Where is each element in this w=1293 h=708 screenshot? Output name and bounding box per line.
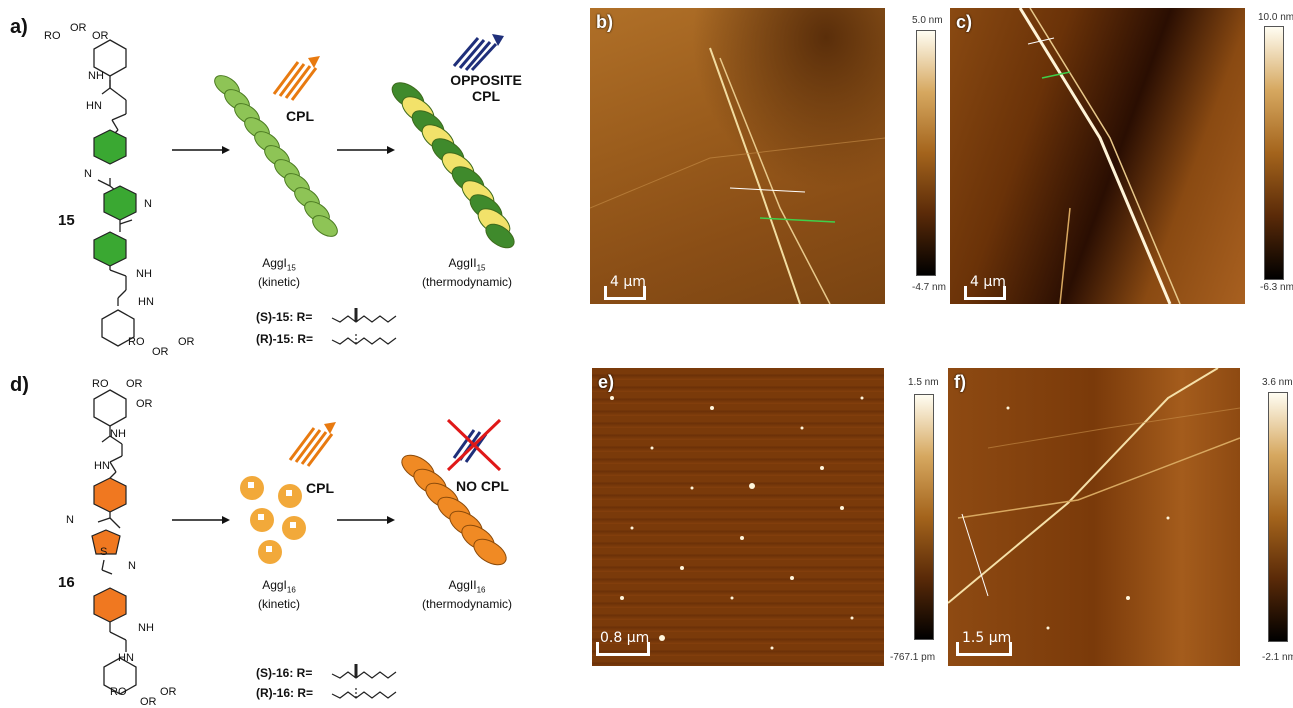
or-label: OR <box>160 686 177 698</box>
scalebar-c: 4 μm <box>964 274 1006 302</box>
r-group-r-15: (R)-15: R= <box>256 332 314 346</box>
afm-image-e: e) 0.8 μm <box>592 368 884 666</box>
colorbar-f <box>1268 392 1288 642</box>
or-label: OR <box>136 398 153 410</box>
aggII-15-caption: AggII15 (thermodynamic) <box>421 256 513 290</box>
nitrile-n-label: N <box>128 560 136 572</box>
opposite-label: OPPOSITE <box>450 72 522 88</box>
green-helix-aggregate <box>214 75 338 237</box>
colorbar-c-max: 10.0 nm <box>1258 12 1293 23</box>
colorbar-f-max: 3.6 nm <box>1262 377 1293 388</box>
aggI-16-caption: AggI16 (kinetic) <box>257 578 300 612</box>
nh-label: NH <box>136 268 152 280</box>
molecule-15-structure <box>93 39 137 347</box>
compound-number-16: 16 <box>58 574 75 591</box>
cpl-label: CPL <box>306 480 334 496</box>
colorbar-e <box>914 394 934 640</box>
or-label: OR <box>140 696 157 708</box>
orange-benzene-ring-2 <box>93 587 127 623</box>
nh-label: NH <box>88 70 104 82</box>
or-label: OR <box>126 378 143 390</box>
afm-image-f: f) 1.5 μm <box>948 368 1240 666</box>
scalebar-f: 1.5 μm <box>956 630 1012 658</box>
ro-label: RO <box>128 336 145 348</box>
colorbar-c-min: -6.3 nm <box>1260 282 1293 293</box>
colorbar-e-min: -767.1 pm <box>890 652 936 663</box>
nitrile-n-label: N <box>84 168 92 180</box>
or-label: OR <box>70 22 87 34</box>
sulfur-label: S <box>100 546 108 558</box>
hn-label: HN <box>86 100 102 112</box>
arrow-right-icon <box>172 516 230 524</box>
afm-image-c: c) 4 μm <box>950 8 1245 304</box>
r-group-s-15: (S)-15: R= <box>256 310 313 324</box>
citronellyl-chain-structure <box>331 308 397 345</box>
opposite-cpl-spring-icon <box>452 34 504 72</box>
green-yellow-helix-aggregate <box>391 82 515 249</box>
cpl-spring-icon <box>272 56 320 101</box>
cpl-spring-icon <box>288 422 336 467</box>
colorbar-c <box>1264 26 1284 280</box>
r-group-s-16: (S)-16: R= <box>256 666 313 680</box>
or-label: OR <box>152 346 169 358</box>
hn-label: HN <box>118 652 134 664</box>
arrow-right-icon <box>337 516 395 524</box>
ro-label: RO <box>44 30 61 42</box>
arrow-right-icon <box>172 146 230 154</box>
orange-nanoparticles <box>240 476 306 564</box>
ro-label: RO <box>92 378 109 390</box>
green-benzene-ring-3 <box>93 231 127 267</box>
orange-helix-aggregate <box>401 454 507 566</box>
nh-label: NH <box>138 622 154 634</box>
orange-benzene-ring-1 <box>93 477 127 513</box>
ro-label: RO <box>110 686 127 698</box>
colorbar-b-max: 5.0 nm <box>912 15 943 26</box>
or-label: OR <box>178 336 195 348</box>
hn-label: HN <box>94 460 110 472</box>
panel-label-b: b) <box>596 12 613 32</box>
no-cpl-crossed-spring-icon <box>446 418 502 472</box>
green-benzene-ring-1 <box>93 129 127 165</box>
opposite-cpl-label: CPL <box>472 88 500 104</box>
panel-label-f: f) <box>954 372 966 392</box>
nitrile-n-label: N <box>66 514 74 526</box>
panel-label-a: a) <box>10 16 28 38</box>
scalebar-b: 4 μm <box>604 274 646 302</box>
colorbar-b-min: -4.7 nm <box>912 282 946 293</box>
nitrile-n-label: N <box>144 198 152 210</box>
colorbar-b <box>916 30 936 276</box>
hn-label: HN <box>138 296 154 308</box>
nh-label: NH <box>110 428 126 440</box>
aggI-15-caption: AggI15 (kinetic) <box>257 256 300 290</box>
molecule-16-structure <box>91 389 137 695</box>
scalebar-e: 0.8 μm <box>596 630 650 658</box>
panel-label-d: d) <box>10 374 29 396</box>
aggII-16-caption: AggII16 (thermodynamic) <box>421 578 513 612</box>
panel-label-c: c) <box>956 12 973 32</box>
panel-label-e: e) <box>598 372 615 392</box>
arrow-right-icon <box>337 146 395 154</box>
r-group-r-16: (R)-16: R= <box>256 686 314 700</box>
compound-number-15: 15 <box>58 212 75 229</box>
orange-thiophene-ring <box>91 529 121 555</box>
cpl-label: CPL <box>286 108 314 124</box>
green-benzene-ring-2 <box>103 185 137 221</box>
afm-image-b: b) 4 μm <box>590 8 885 304</box>
colorbar-f-min: -2.1 nm <box>1262 652 1293 663</box>
no-cpl-label: NO CPL <box>456 478 509 494</box>
colorbar-e-max: 1.5 nm <box>908 377 939 388</box>
or-label: OR <box>92 30 109 42</box>
citronellyl-chain-structure <box>331 664 397 699</box>
